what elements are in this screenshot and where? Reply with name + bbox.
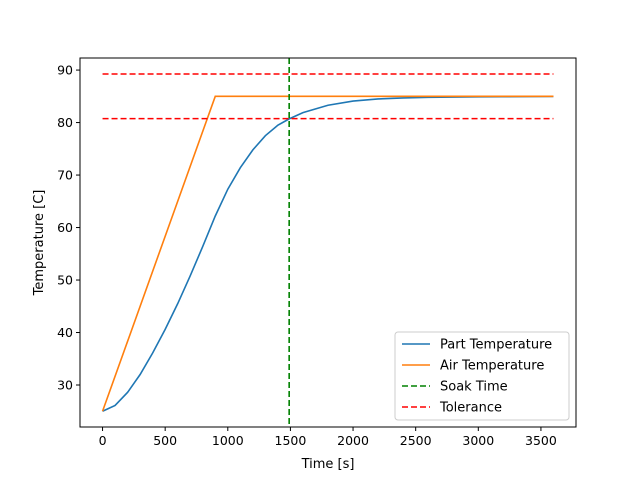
legend-entry: Tolerance [439, 401, 502, 416]
plot-area [101, 58, 554, 427]
y-tick-label: 40 [57, 325, 73, 340]
series-line-air-temperature [101, 95, 554, 412]
x-tick-label: 3500 [525, 433, 557, 448]
axes: 0 500 1000 1500 2000 2500 3000 3500 30 40 50 60 70 80… [57, 57, 577, 448]
y-tick-label: 70 [57, 168, 73, 183]
legend-entry: Part Temperature [440, 338, 552, 353]
x-tick-label: 1000 [212, 433, 244, 448]
legend: Part Temperature Air Temperature Soak Time… [394, 331, 570, 421]
axes-frame [79, 57, 577, 428]
x-tick-label: 0 [99, 433, 107, 448]
y-axis-label: Temperature [C] [32, 190, 47, 297]
x-axis-label: Time [s] [301, 457, 355, 472]
x-tick-label: 500 [153, 433, 177, 448]
y-tick-label: 80 [57, 115, 73, 130]
y-tick-label: 90 [57, 63, 73, 78]
y-tick-label: 60 [57, 220, 73, 235]
legend-box [394, 331, 570, 421]
legend-entry: Air Temperature [440, 359, 544, 374]
x-tick-label: 1500 [275, 433, 307, 448]
x-tick-label: 3000 [462, 433, 494, 448]
y-tick-label: 50 [57, 273, 73, 288]
series-line-part-temperature [102, 95, 554, 412]
legend-entry: Soak Time [440, 380, 508, 395]
y-tick-label: 30 [57, 378, 73, 393]
x-tick-label: 2000 [337, 433, 369, 448]
x-tick-label: 2500 [400, 433, 432, 448]
